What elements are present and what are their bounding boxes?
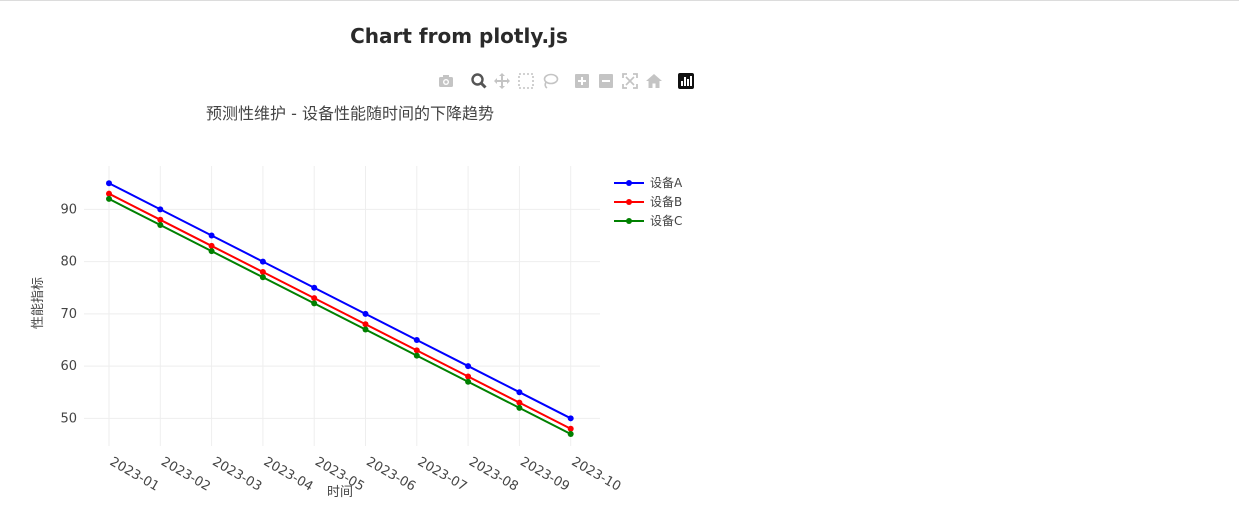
data-point[interactable] bbox=[311, 295, 318, 302]
zoom-in-icon[interactable] bbox=[572, 71, 592, 91]
series-line[interactable] bbox=[108, 192, 572, 430]
data-point[interactable] bbox=[106, 195, 112, 202]
data-point[interactable] bbox=[362, 326, 369, 333]
data-point[interactable] bbox=[311, 300, 318, 307]
data-point[interactable] bbox=[567, 425, 574, 432]
data-point[interactable] bbox=[208, 248, 215, 255]
top-divider bbox=[0, 0, 1239, 1]
legend-item[interactable]: 设备A bbox=[614, 176, 683, 190]
x-tick-label: 2023-06 bbox=[364, 454, 419, 494]
lasso-icon[interactable] bbox=[540, 71, 560, 91]
y-tick-label: 50 bbox=[60, 411, 77, 426]
legend: 设备A 设备B 设备C bbox=[614, 176, 683, 228]
x-tick-label: 2023-09 bbox=[517, 454, 572, 494]
data-point[interactable] bbox=[413, 347, 420, 354]
data-point[interactable] bbox=[413, 352, 420, 359]
autoscale-icon[interactable] bbox=[620, 71, 640, 91]
legend-label: 设备B bbox=[650, 195, 682, 209]
data-point[interactable] bbox=[516, 399, 523, 406]
y-tick-label: 80 bbox=[60, 255, 77, 270]
data-point[interactable] bbox=[465, 378, 472, 385]
plotly-logo-icon[interactable] bbox=[676, 71, 696, 91]
data-point[interactable] bbox=[362, 321, 369, 328]
x-tick-label: 2023-10 bbox=[569, 454, 624, 494]
data-point[interactable] bbox=[157, 206, 164, 213]
data-point[interactable] bbox=[106, 180, 112, 187]
zoom-icon[interactable] bbox=[469, 71, 489, 91]
line-chart: 2023-012023-022023-032023-042023-052023-… bbox=[31, 104, 683, 500]
legend-label: 设备A bbox=[650, 176, 683, 190]
series-设备A[interactable] bbox=[106, 180, 574, 422]
chart-title: 预测性维护 - 设备性能随时间的下降趋势 bbox=[206, 104, 494, 123]
data-point[interactable] bbox=[362, 310, 369, 317]
data-point[interactable] bbox=[413, 336, 420, 343]
data-point[interactable] bbox=[259, 274, 266, 281]
grid-layer bbox=[84, 166, 600, 446]
series-line[interactable] bbox=[108, 198, 572, 435]
data-point[interactable] bbox=[465, 363, 472, 370]
data-point[interactable] bbox=[516, 404, 523, 411]
legend-item[interactable]: 设备C bbox=[614, 214, 682, 228]
series-layer bbox=[106, 180, 574, 437]
page-title: Chart from plotly.js bbox=[350, 24, 568, 48]
reset-axes-icon[interactable] bbox=[644, 71, 664, 91]
pan-icon[interactable] bbox=[492, 71, 512, 91]
legend-marker bbox=[626, 218, 632, 224]
y-tick-label: 60 bbox=[60, 359, 77, 374]
data-point[interactable] bbox=[106, 190, 112, 197]
zoom-out-icon[interactable] bbox=[596, 71, 616, 91]
data-point[interactable] bbox=[157, 216, 164, 223]
camera-icon[interactable] bbox=[436, 71, 456, 91]
box-select-icon[interactable] bbox=[516, 71, 536, 91]
axis-layer: 2023-012023-022023-032023-042023-052023-… bbox=[60, 202, 623, 494]
data-point[interactable] bbox=[259, 258, 266, 265]
data-point[interactable] bbox=[208, 242, 215, 249]
data-point[interactable] bbox=[465, 373, 472, 380]
legend-marker bbox=[626, 199, 632, 205]
series-设备B[interactable] bbox=[106, 190, 574, 432]
data-point[interactable] bbox=[567, 430, 574, 437]
legend-item[interactable]: 设备B bbox=[614, 195, 682, 209]
data-point[interactable] bbox=[516, 389, 523, 396]
x-tick-label: 2023-08 bbox=[466, 454, 521, 494]
data-point[interactable] bbox=[311, 284, 318, 291]
x-tick-label: 2023-02 bbox=[158, 454, 213, 494]
x-tick-label: 2023-04 bbox=[261, 454, 316, 494]
x-tick-label: 2023-01 bbox=[107, 454, 162, 494]
series-设备C[interactable] bbox=[106, 195, 574, 437]
x-tick-label: 2023-07 bbox=[415, 454, 470, 494]
data-point[interactable] bbox=[259, 269, 266, 276]
y-tick-label: 90 bbox=[60, 202, 77, 217]
series-line[interactable] bbox=[108, 182, 572, 420]
x-axis-title: 时间 bbox=[327, 485, 353, 500]
y-tick-label: 70 bbox=[60, 307, 77, 322]
x-tick-label: 2023-03 bbox=[210, 454, 265, 494]
legend-label: 设备C bbox=[650, 214, 682, 228]
data-point[interactable] bbox=[567, 415, 574, 422]
data-point[interactable] bbox=[157, 222, 164, 229]
y-axis-title: 性能指标 bbox=[31, 277, 46, 329]
legend-marker bbox=[626, 180, 632, 186]
data-point[interactable] bbox=[208, 232, 215, 239]
